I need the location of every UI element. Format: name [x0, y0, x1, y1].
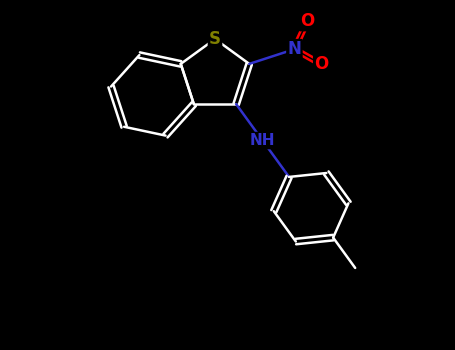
- Text: O: O: [300, 12, 314, 30]
- Text: N: N: [288, 40, 301, 58]
- Text: NH: NH: [250, 133, 275, 148]
- Text: S: S: [209, 30, 221, 48]
- Text: O: O: [314, 55, 329, 74]
